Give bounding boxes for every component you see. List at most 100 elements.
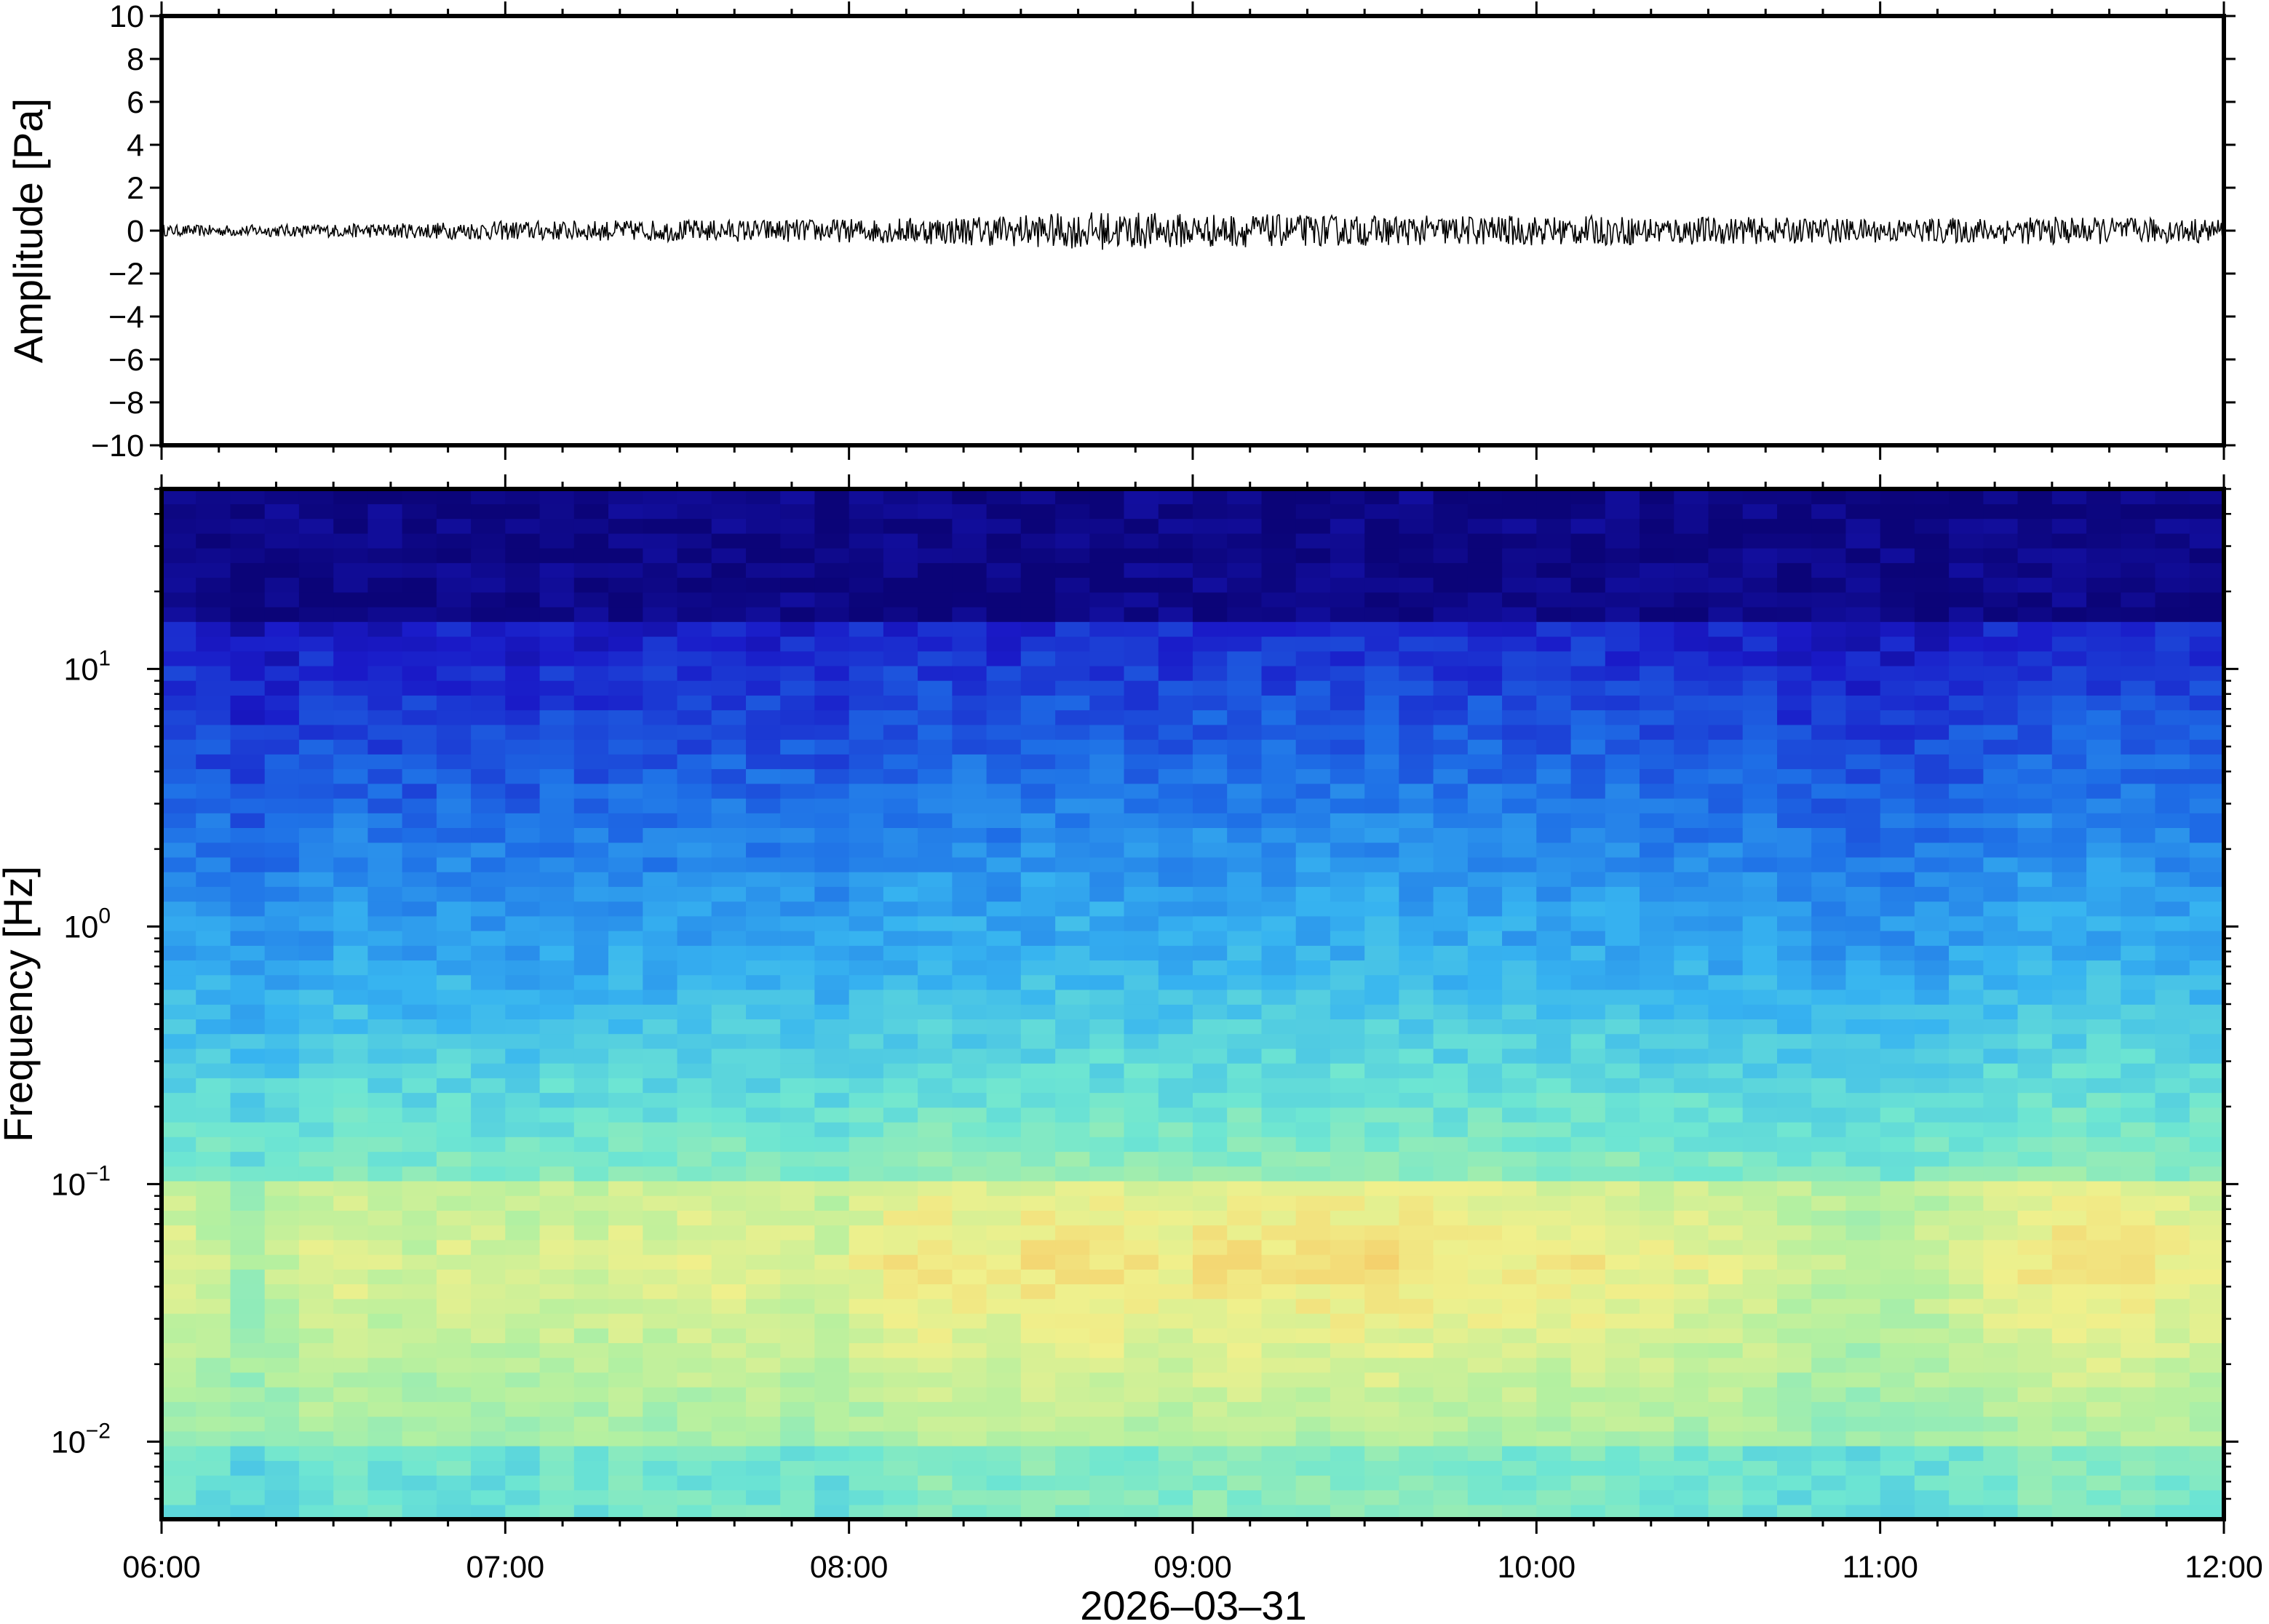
- spectrogram-cell: [1055, 1313, 1091, 1329]
- spectrogram-cell: [1399, 1033, 1434, 1049]
- spectrogram-cell: [1845, 1475, 1881, 1491]
- spectrogram-cell: [402, 621, 437, 637]
- spectrogram-cell: [2086, 1180, 2122, 1196]
- spectrogram-cell: [264, 503, 300, 520]
- spectrogram-cell: [814, 1048, 850, 1064]
- spectrogram-cell: [711, 1283, 747, 1299]
- spectrogram-cell: [1089, 739, 1125, 755]
- spectrogram-cell: [333, 768, 369, 784]
- spectrogram-cell: [1570, 856, 1606, 872]
- spectrogram-cell: [1708, 813, 1744, 828]
- spectrogram-cell: [196, 1342, 231, 1358]
- spectrogram-cell: [539, 1078, 575, 1094]
- spectrogram-cell: [2155, 739, 2190, 755]
- spectrogram-cell: [746, 886, 781, 902]
- spectrogram-cell: [1467, 1489, 1503, 1505]
- spectrogram-cell: [1364, 1121, 1400, 1137]
- spectrogram-cell: [1295, 783, 1331, 799]
- spectrogram-cell: [436, 650, 472, 666]
- spectrogram-cell: [2086, 1004, 2122, 1019]
- spectrogram-cell: [2189, 974, 2225, 990]
- spectrogram-cell: [849, 754, 884, 770]
- spectrogram-cell: [1811, 709, 1847, 725]
- spectrogram-cell: [1640, 1254, 1674, 1270]
- spectrogram-cell: [196, 592, 231, 608]
- spectrogram-cell: [711, 621, 747, 637]
- spectrogram-cell: [1777, 1019, 1812, 1035]
- spectrogram-cell: [230, 1225, 266, 1241]
- spectrogram-cell: [505, 709, 541, 725]
- spectrogram-cell: [780, 915, 816, 931]
- spectrogram-cell: [264, 1107, 300, 1123]
- spectrogram-cell: [1399, 901, 1434, 917]
- spectrogram-cell: [2017, 665, 2053, 681]
- spectrogram-cell: [1399, 960, 1434, 976]
- spectrogram-cell: [1777, 665, 1812, 681]
- spectrogram-cell: [1399, 1239, 1434, 1255]
- spectrogram-cell: [746, 1386, 781, 1402]
- spectrogram-cell: [402, 783, 437, 799]
- spectrogram-cell: [1708, 827, 1744, 843]
- spectrogram-cell: [1949, 930, 1984, 946]
- spectrogram-cell: [1536, 1062, 1572, 1078]
- spectrogram-cell: [2017, 827, 2053, 843]
- spectrogram-cell: [402, 1357, 437, 1373]
- spectrogram-cell: [1674, 1372, 1709, 1388]
- spectrogram-cell: [814, 768, 850, 784]
- spectrogram-cell: [471, 1033, 506, 1049]
- spectrogram-cell: [1193, 695, 1228, 711]
- spectrogram-cell: [1674, 592, 1709, 608]
- spectrogram-cell: [1708, 1357, 1744, 1373]
- spectrogram-cell: [1227, 1195, 1263, 1211]
- spectrogram-cell: [883, 533, 918, 549]
- spectrogram-cell: [1536, 621, 1572, 637]
- spectrogram-cell: [2121, 797, 2156, 813]
- spectrogram-cell: [780, 592, 816, 608]
- spectrogram-cell: [952, 1401, 988, 1417]
- spectrogram-cell: [1845, 1004, 1881, 1019]
- spectrogram-cell: [1399, 989, 1434, 1005]
- spectrogram-cell: [2189, 724, 2225, 740]
- spectrogram-cell: [746, 1357, 781, 1373]
- spectrogram-cell: [918, 1313, 953, 1329]
- spectrogram-cell: [2189, 1475, 2225, 1491]
- spectrogram-cell: [1089, 1019, 1125, 1035]
- spectrogram-cell: [1914, 842, 1950, 858]
- spectrogram-cell: [1949, 724, 1984, 740]
- spectrogram-cell: [298, 842, 334, 858]
- spectrogram-cell: [1570, 930, 1606, 946]
- spectrogram-cell: [2155, 621, 2190, 637]
- spectrogram-cell: [918, 915, 953, 931]
- spectrogram-cell: [1708, 724, 1744, 740]
- spectrogram-cell: [402, 945, 437, 961]
- spectrogram-cell: [1295, 1386, 1331, 1402]
- spectrogram-cell: [1845, 606, 1881, 622]
- spectrogram-cell: [436, 636, 472, 652]
- spectrogram-cell: [1227, 886, 1263, 902]
- spectrogram-cell: [1811, 1078, 1847, 1094]
- spectrogram-cell: [2051, 1328, 2087, 1343]
- spectrogram-cell: [1640, 739, 1674, 755]
- spectrogram-cell: [1124, 1048, 1159, 1064]
- spectrogram-cell: [1914, 1445, 1950, 1461]
- spectrogram-cell: [1570, 945, 1606, 961]
- spectrogram-cell: [2051, 813, 2087, 828]
- spectrogram-cell: [436, 547, 472, 563]
- spectrogram-cell: [1295, 827, 1331, 843]
- spectrogram-cell: [539, 989, 575, 1005]
- spectrogram-cell: [1433, 1445, 1469, 1461]
- spectrogram-cell: [1364, 768, 1400, 784]
- spectrogram-cell: [539, 1401, 575, 1417]
- spectrogram-cell: [1811, 1239, 1847, 1255]
- spectrogram-cell: [1845, 945, 1881, 961]
- spectrogram-cell: [471, 1430, 506, 1446]
- spectrogram-cell: [608, 1180, 643, 1196]
- spectrogram-cell: [2189, 915, 2225, 931]
- spectrogram-cell: [1055, 650, 1091, 666]
- spectrogram-cell: [2051, 1313, 2087, 1329]
- spectrogram-cell: [677, 1416, 712, 1432]
- spectrogram-cell: [711, 989, 747, 1005]
- spectrogram-cell: [1536, 783, 1572, 799]
- spectrogram-cell: [1880, 533, 1915, 549]
- spectrogram-cell: [780, 1430, 816, 1446]
